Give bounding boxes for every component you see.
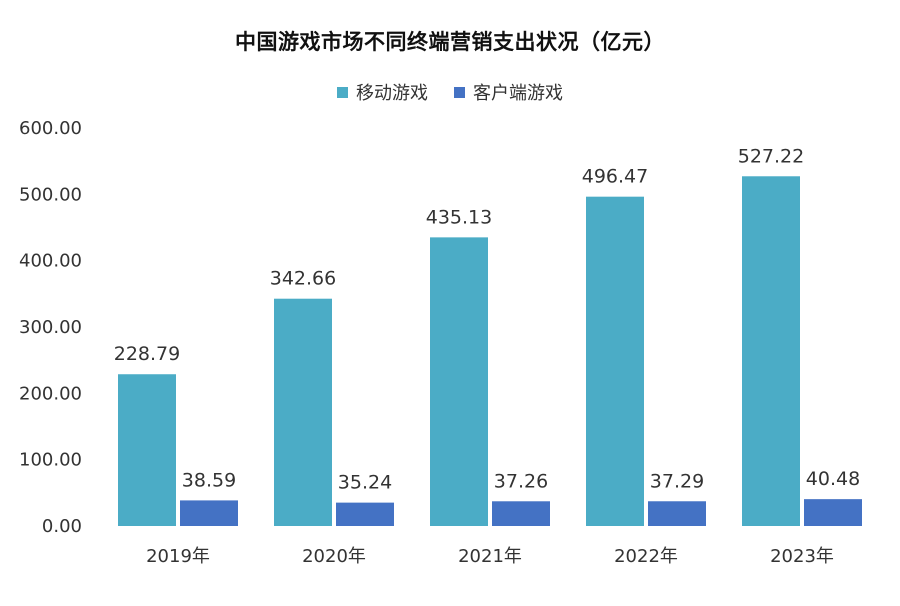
bar-mobile (430, 237, 488, 526)
x-tick-label: 2020年 (302, 546, 366, 567)
bar-mobile (274, 298, 332, 526)
legend-item-client: 客户端游戏 (454, 79, 563, 105)
x-tick-label: 2021年 (458, 546, 522, 567)
chart-title: 中国游戏市场不同终端营销支出状况（亿元） (235, 30, 665, 54)
x-tick-label: 2022年 (614, 546, 678, 567)
bar-client (180, 500, 238, 526)
y-tick-label: 600.00 (19, 118, 82, 139)
y-tick-label: 400.00 (19, 251, 82, 272)
legend-item-mobile: 移动游戏 (337, 79, 428, 105)
y-tick-label: 0.00 (42, 516, 82, 537)
legend-label-mobile: 移动游戏 (356, 83, 428, 104)
bar-mobile (586, 196, 644, 526)
data-label-client: 35.24 (338, 472, 392, 494)
legend-swatch-mobile (337, 86, 348, 98)
bar-client (804, 499, 862, 526)
y-tick-label: 100.00 (19, 450, 82, 471)
x-tick-label: 2019年 (146, 546, 210, 567)
data-label-mobile: 496.47 (582, 166, 648, 188)
bar-mobile (118, 374, 176, 526)
y-tick-label: 300.00 (19, 317, 82, 338)
bar-client (336, 502, 394, 526)
data-label-mobile: 527.22 (738, 145, 804, 167)
bar-mobile (742, 176, 800, 526)
data-label-mobile: 435.13 (426, 206, 492, 228)
data-label-client: 37.26 (494, 470, 548, 492)
data-label-client: 37.29 (650, 470, 704, 492)
legend-swatch-client (454, 86, 465, 98)
y-tick-label: 200.00 (19, 383, 82, 404)
legend-label-client: 客户端游戏 (473, 83, 563, 104)
x-tick-label: 2023年 (770, 546, 834, 567)
y-tick-label: 500.00 (19, 184, 82, 205)
data-label-mobile: 342.66 (270, 268, 336, 290)
data-label-mobile: 228.79 (114, 343, 180, 365)
legend: 移动游戏 客户端游戏 (0, 79, 900, 105)
bar-client (492, 501, 550, 526)
bar-client (648, 501, 706, 526)
data-label-client: 38.59 (182, 469, 236, 491)
data-label-client: 40.48 (806, 468, 860, 490)
